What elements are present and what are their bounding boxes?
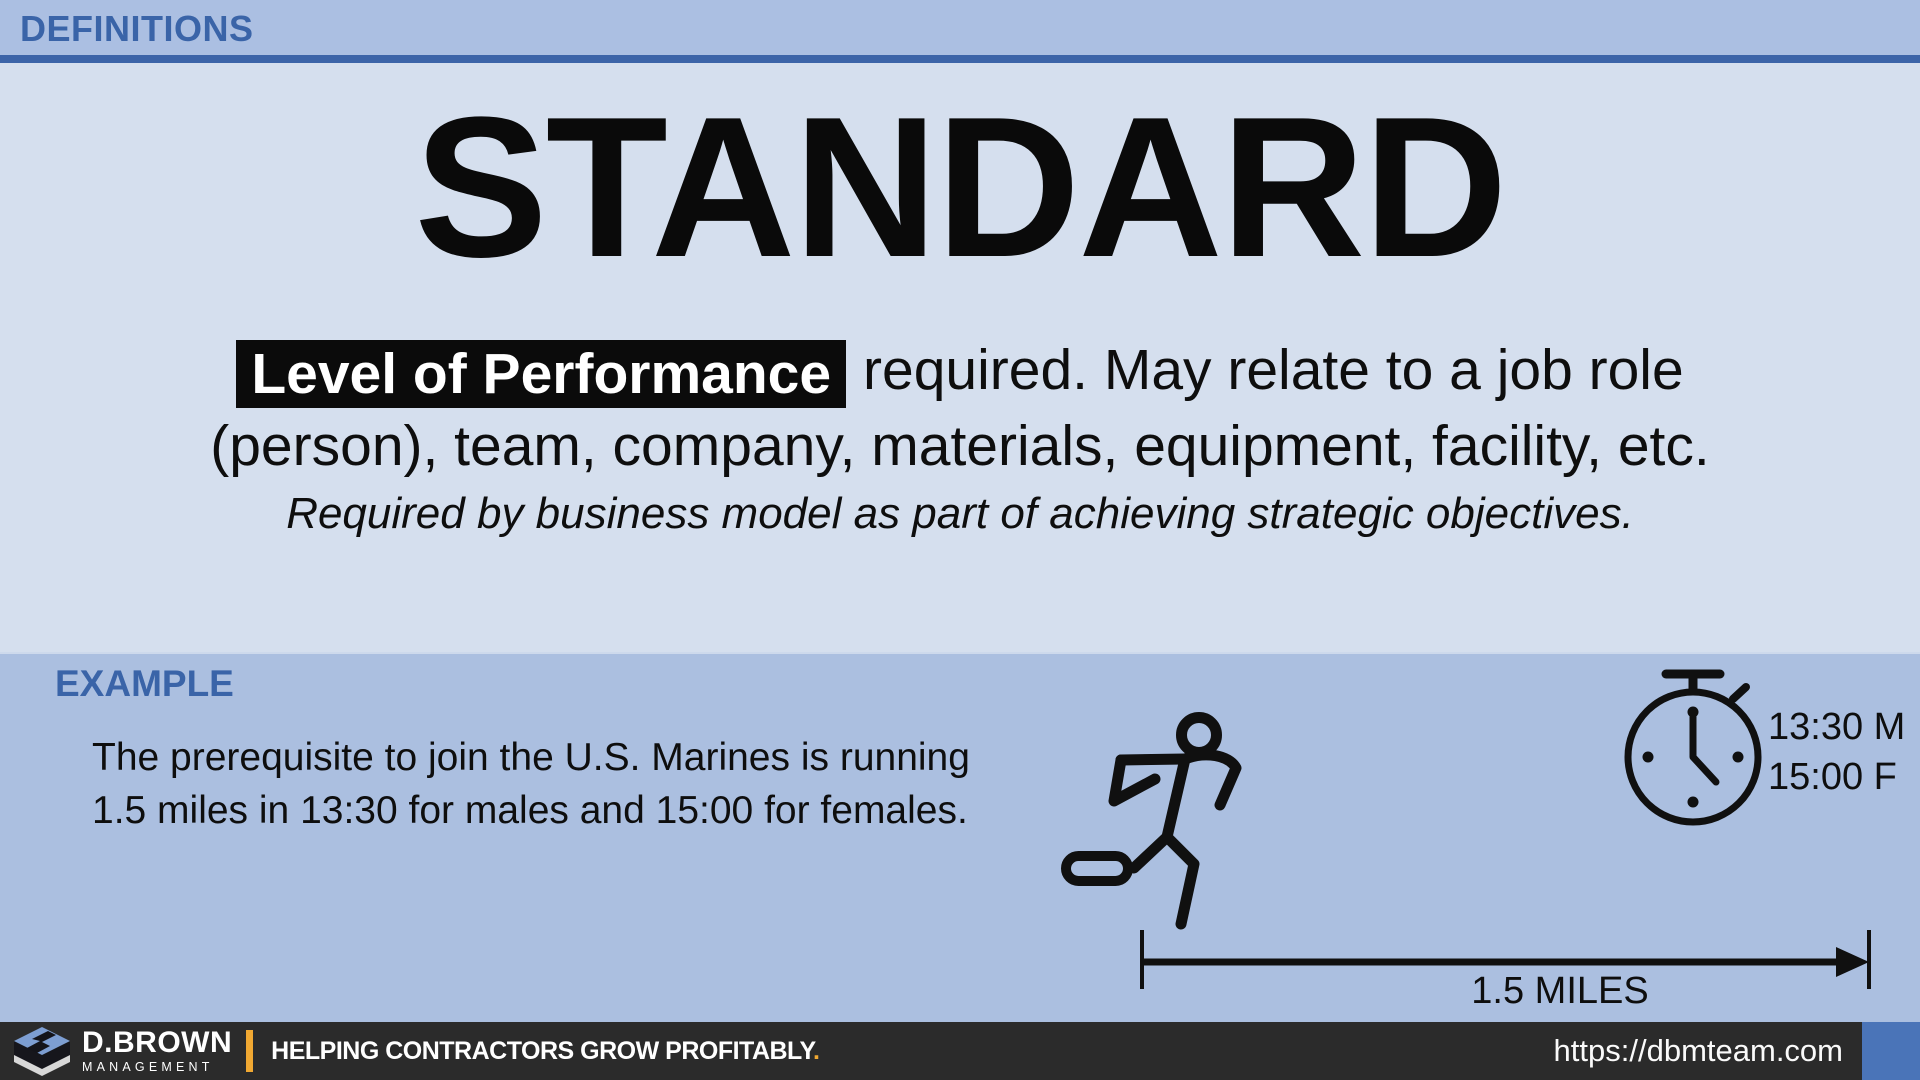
slide-title: STANDARD [414, 76, 1507, 299]
brand-subname: MANAGEMENT [82, 1060, 214, 1074]
example-line-1: The prerequisite to join the U.S. Marine… [92, 736, 970, 779]
brand-block: D.BROWN MANAGEMENT [82, 1026, 233, 1075]
header-rule [0, 55, 1920, 63]
time-requirements: 13:30 M 15:00 F [1768, 702, 1905, 802]
stopwatch-icon [1624, 669, 1762, 826]
distance-label: 1.5 MILES [1471, 970, 1649, 1012]
header-bar [0, 0, 1920, 55]
definition-text: Level of Performance required. May relate… [0, 332, 1920, 484]
highlight-chip: Level of Performance [236, 339, 847, 408]
definition-note: Required by business model as part of ac… [286, 489, 1634, 538]
example-line-2: 1.5 miles in 13:30 for males and 15:00 f… [92, 789, 968, 832]
definition-line-1: Level of Performance required. May relate… [0, 332, 1920, 408]
footer-divider [246, 1030, 254, 1072]
definitions-label: DEFINITIONS [20, 8, 254, 49]
definition-line-2: (person), team, company, materials, equi… [210, 414, 1710, 478]
brand-name: D.BROWN [82, 1026, 233, 1059]
time-female-label: 15:00 F [1768, 756, 1897, 798]
footer-bar: D.BROWN MANAGEMENT HELPING CONTRACTORS G… [0, 1022, 1920, 1080]
runner-icon [1061, 712, 1242, 930]
example-text: The prerequisite to join the U.S. Marine… [92, 731, 970, 837]
distance-arrow-icon [1140, 930, 1871, 989]
footer-url: https://dbmteam.com [1553, 1033, 1843, 1068]
definition-line-1-rest: required. May relate to a job role [863, 338, 1684, 402]
footer-accent-block [1862, 1022, 1920, 1080]
example-label: EXAMPLE [55, 663, 234, 704]
time-male-label: 13:30 M [1768, 706, 1906, 748]
footer-tagline-text: HELPING CONTRACTORS GROW PROFITABLY [271, 1036, 813, 1065]
footer-tagline-period: . [812, 1036, 820, 1065]
brand-logo-icon [14, 1027, 70, 1076]
footer-tagline: HELPING CONTRACTORS GROW PROFITABLY. [271, 1036, 820, 1066]
